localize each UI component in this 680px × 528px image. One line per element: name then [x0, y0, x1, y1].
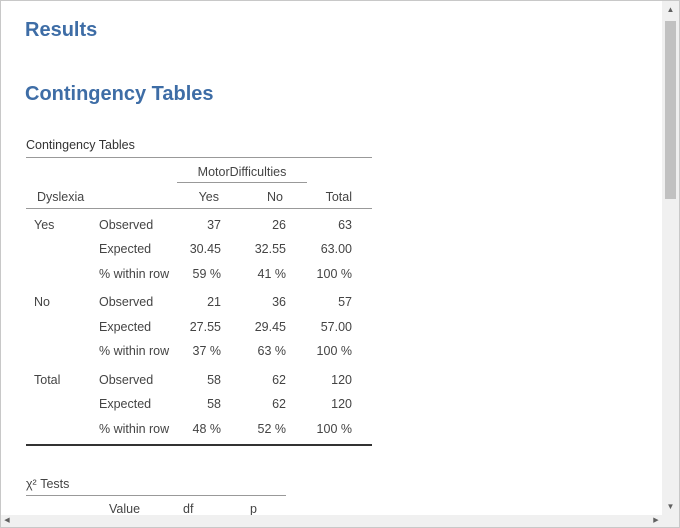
- cell-yes: 58: [207, 397, 221, 411]
- cell-no: 62: [272, 397, 286, 411]
- col-header-no: No: [267, 190, 283, 204]
- row-group-label: Yes: [34, 218, 55, 232]
- cell-yes: 21: [207, 295, 221, 309]
- cell-no: 63 %: [257, 344, 287, 358]
- scroll-left-icon[interactable]: ◀: [4, 517, 10, 524]
- table-title: Contingency Tables: [26, 138, 135, 152]
- section-heading: Contingency Tables: [25, 83, 214, 105]
- col-header-total: Total: [325, 190, 352, 204]
- cell-no: 41 %: [257, 267, 287, 281]
- chi-col-df: df: [183, 502, 194, 515]
- cell-yes: 37 %: [192, 344, 222, 358]
- group-header: MotorDifficulties: [197, 165, 287, 179]
- cell-total: 120: [331, 373, 352, 387]
- row-group-label: Total: [34, 373, 61, 387]
- header-rule: [26, 208, 372, 209]
- chi-title-rest: Tests: [36, 477, 70, 491]
- cell-no: 36: [272, 295, 286, 309]
- vertical-scroll-thumb[interactable]: [665, 21, 676, 199]
- cell-no: 26: [272, 218, 286, 232]
- chi-col-value: Value: [109, 502, 141, 515]
- scroll-up-icon[interactable]: ▲: [666, 5, 675, 14]
- cell-no: 29.45: [254, 320, 286, 334]
- cell-total: 57: [338, 295, 352, 309]
- cell-yes: 59 %: [192, 267, 222, 281]
- cell-total: 63.00: [320, 242, 352, 256]
- row-stat-label: Expected: [99, 242, 152, 256]
- col-header-yes: Yes: [198, 190, 219, 204]
- row-stat-label: Expected: [99, 397, 152, 411]
- row-stat-label: Observed: [99, 218, 154, 232]
- results-heading: Results: [25, 19, 98, 41]
- cell-total: 100 %: [316, 422, 352, 436]
- cell-total: 100 %: [316, 267, 352, 281]
- horizontal-scrollbar[interactable]: ◀ ▶: [1, 515, 662, 527]
- group-rule: [177, 182, 307, 183]
- chi-table-title: χ² Tests: [26, 477, 69, 491]
- cell-yes: 58: [207, 373, 221, 387]
- chi-symbol: χ²: [26, 477, 37, 491]
- cell-total: 57.00: [320, 320, 352, 334]
- cell-yes: 27.55: [189, 320, 221, 334]
- cell-total: 120: [331, 397, 352, 411]
- cell-yes: 48 %: [192, 422, 222, 436]
- scrollbar-corner: [662, 515, 679, 527]
- table-bottom-rule: [26, 444, 372, 446]
- scroll-down-icon[interactable]: ▼: [666, 502, 675, 511]
- row-stat-label: Observed: [99, 295, 154, 309]
- cell-total: 100 %: [316, 344, 352, 358]
- chi-top-rule: [26, 495, 286, 496]
- row-group-label: No: [34, 295, 50, 309]
- row-var-header: Dyslexia: [37, 190, 85, 204]
- table-top-rule: [26, 157, 372, 158]
- cell-no: 32.55: [254, 242, 286, 256]
- cell-yes: 30.45: [189, 242, 221, 256]
- cell-total: 63: [338, 218, 352, 232]
- row-stat-label: % within row: [99, 422, 170, 436]
- scroll-right-icon[interactable]: ▶: [653, 517, 659, 524]
- row-stat-label: % within row: [99, 344, 170, 358]
- cell-no: 62: [272, 373, 286, 387]
- results-pane: Results Contingency Tables Contingency T…: [1, 1, 662, 515]
- vertical-scrollbar[interactable]: ▲ ▼: [662, 1, 679, 515]
- row-stat-label: Expected: [99, 320, 152, 334]
- cell-yes: 37: [207, 218, 221, 232]
- row-stat-label: % within row: [99, 267, 170, 281]
- chi-col-p: p: [250, 502, 257, 515]
- row-stat-label: Observed: [99, 373, 154, 387]
- cell-no: 52 %: [257, 422, 287, 436]
